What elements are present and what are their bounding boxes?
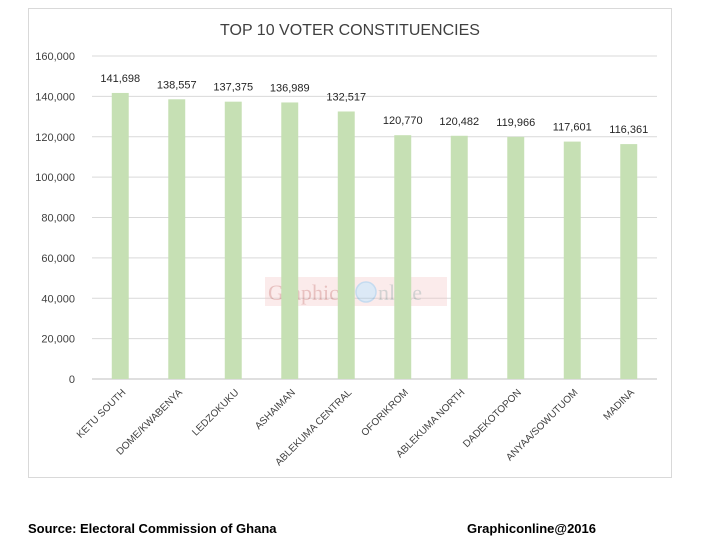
y-axis-tick-labels: 0 20,000 40,000 60,000 80,000 100,000 120,000 1… bbox=[35, 51, 75, 386]
data-label: 137,375 bbox=[213, 82, 253, 94]
y-tick-label: 160,000 bbox=[35, 51, 75, 63]
bar-chart: TOP 10 VOTER CONSTITUENCIES Graphic nlin… bbox=[35, 22, 657, 468]
bar bbox=[111, 92, 129, 380]
x-tick-label: DADEKOTOPON bbox=[461, 387, 524, 450]
watermark-text-graphic: Graphic bbox=[268, 280, 339, 305]
y-tick-label: 60,000 bbox=[41, 253, 75, 265]
y-tick-label: 40,000 bbox=[41, 293, 75, 305]
y-tick-label: 120,000 bbox=[35, 132, 75, 144]
data-label: 138,557 bbox=[157, 79, 197, 91]
watermark-globe-icon bbox=[355, 281, 377, 303]
source-text: Source: Electoral Commission of Ghana bbox=[28, 521, 277, 536]
data-label: 117,601 bbox=[553, 122, 592, 134]
data-label: 120,482 bbox=[439, 116, 479, 128]
bar bbox=[394, 135, 412, 379]
data-label: 120,770 bbox=[383, 115, 423, 127]
bar bbox=[168, 99, 186, 379]
bar bbox=[337, 111, 355, 379]
bar bbox=[224, 101, 242, 379]
data-label: 136,989 bbox=[270, 82, 310, 94]
y-tick-label: 80,000 bbox=[41, 213, 75, 225]
bar bbox=[281, 102, 299, 379]
y-tick-label: 20,000 bbox=[41, 334, 75, 346]
x-tick-label: ASHAIMAN bbox=[253, 387, 298, 432]
data-label: 132,517 bbox=[326, 91, 366, 103]
x-tick-label: OFORIKROM bbox=[359, 387, 410, 438]
x-tick-label: KETU SOUTH bbox=[75, 387, 128, 440]
bar bbox=[620, 144, 638, 379]
x-tick-label: LEDZOKUKU bbox=[190, 387, 241, 438]
bar bbox=[450, 135, 468, 379]
x-tick-label: MADINA bbox=[602, 387, 638, 423]
bar bbox=[563, 141, 581, 379]
data-label: 116,361 bbox=[609, 124, 648, 136]
bars bbox=[111, 92, 638, 380]
y-tick-label: 0 bbox=[69, 374, 75, 386]
credit-text: Graphiconline@2016 bbox=[467, 521, 596, 536]
chart-title: TOP 10 VOTER CONSTITUENCIES bbox=[220, 22, 480, 39]
bar bbox=[507, 136, 525, 379]
gridlines bbox=[92, 55, 657, 380]
data-labels: 141,698 138,557 137,375 136,989 132,517 120,7… bbox=[100, 73, 648, 136]
y-tick-label: 100,000 bbox=[35, 172, 75, 184]
data-label: 119,966 bbox=[496, 117, 535, 129]
data-label: 141,698 bbox=[100, 73, 140, 85]
y-tick-label: 140,000 bbox=[35, 91, 75, 103]
